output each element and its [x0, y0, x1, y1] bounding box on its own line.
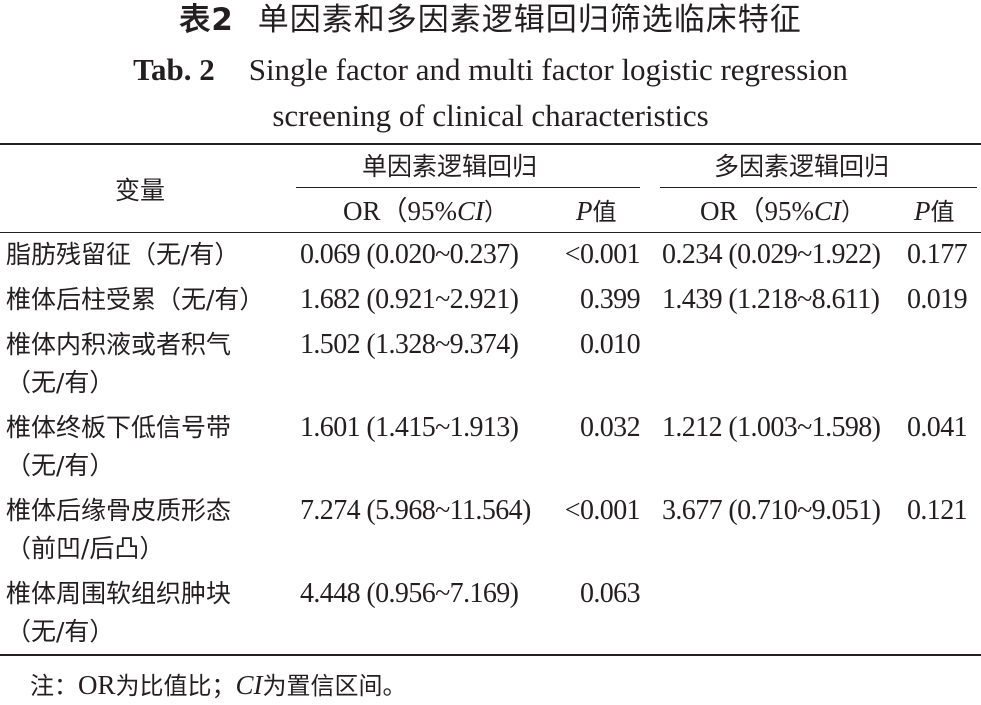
row-single-p: 0.010: [579, 329, 641, 360]
header-multi-factor: 多因素逻辑回归: [714, 152, 890, 181]
multi-group-rule: [660, 187, 977, 188]
row-multi-or: 0.234 (0.029~1.922): [662, 239, 881, 270]
note-or-text: 为比值比；: [115, 672, 236, 700]
row-single-or: 0.069 (0.020~0.237): [300, 239, 519, 270]
row-single-or: 1.601 (1.415~1.913): [300, 412, 519, 443]
row-multi-p: 0.041: [907, 412, 968, 443]
note-ci: CI: [235, 670, 263, 700]
note-ci-text: 为置信区间。: [262, 672, 407, 700]
row-single-p: 0.399: [579, 284, 641, 315]
header-single-or: OR（95%CI）: [343, 196, 508, 226]
row-variable-continued: （无/有）: [6, 451, 115, 480]
top-rule: [0, 143, 981, 145]
row-variable: 椎体后缘骨皮质形态: [6, 496, 232, 525]
table-title-en-line1-text: Single factor and multi factor logistic …: [248, 52, 848, 87]
row-multi-p: 0.019: [907, 284, 968, 315]
table-note: 注：OR为比值比；CI为置信区间。: [30, 666, 407, 705]
note-prefix: 注：: [30, 672, 78, 700]
header-bottom-rule: [0, 232, 981, 233]
row-variable-continued: （前凹/后凸）: [6, 534, 165, 563]
header-multi-or: OR（95%CI）: [700, 196, 865, 226]
row-single-p: <0.001: [564, 239, 641, 270]
row-single-or: 1.682 (0.921~2.921): [300, 284, 519, 315]
row-variable-continued: （无/有）: [6, 617, 115, 646]
row-single-or: 1.502 (1.328~9.374): [300, 329, 519, 360]
row-variable: 椎体终板下低信号带: [6, 413, 232, 442]
header-single-p: P值: [576, 196, 617, 226]
header-multi-p: P值: [914, 196, 955, 226]
row-variable: 椎体后柱受累（无/有）: [6, 285, 265, 314]
row-variable: 椎体周围软组织肿块: [6, 579, 232, 608]
header-single-factor: 单因素逻辑回归: [362, 152, 538, 181]
table-title-english-line2: screening of clinical characteristics: [272, 98, 709, 133]
row-single-or: 4.448 (0.956~7.169): [300, 578, 519, 609]
table-number-en: Tab. 2: [133, 52, 215, 87]
row-multi-p: 0.121: [907, 495, 968, 526]
row-variable: 脂肪残留征（无/有）: [6, 240, 240, 269]
row-variable-continued: （无/有）: [6, 368, 115, 397]
row-single-p: 0.063: [579, 578, 641, 609]
row-multi-or: 3.677 (0.710~9.051): [662, 495, 881, 526]
row-multi-or: 1.212 (1.003~1.598): [662, 412, 881, 443]
row-multi-or: 1.439 (1.218~8.611): [662, 284, 880, 315]
row-single-p: <0.001: [564, 495, 641, 526]
table-number-cn: 表2: [179, 2, 234, 38]
row-single-or: 7.274 (5.968~11.564): [300, 495, 531, 526]
table-title-english-line1: Tab. 2 Single factor and multi factor log…: [0, 50, 981, 90]
single-group-rule: [296, 187, 640, 188]
header-variable: 变量: [115, 176, 166, 205]
bottom-rule: [0, 654, 981, 656]
row-variable: 椎体内积液或者积气: [6, 330, 232, 359]
table-title-chinese: 表2 单因素和多因素逻辑回归筛选临床特征: [0, 0, 981, 40]
table-title-cn-text: 单因素和多因素逻辑回归筛选临床特征: [257, 2, 802, 38]
row-single-p: 0.032: [579, 412, 641, 443]
row-multi-p: 0.177: [907, 239, 968, 270]
note-or: OR: [78, 670, 116, 700]
